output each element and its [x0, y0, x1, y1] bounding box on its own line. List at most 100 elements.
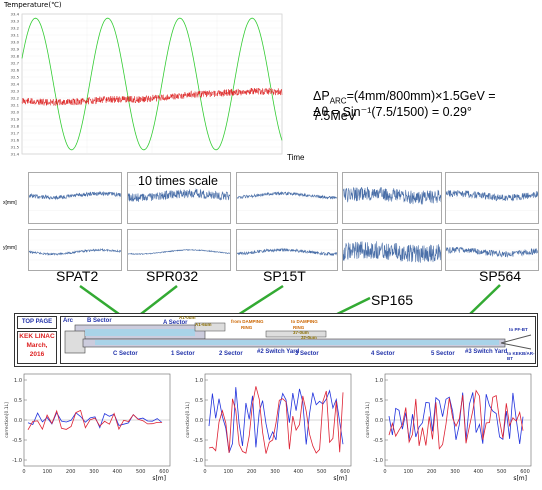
correction-y-tick: -1.0: [373, 458, 383, 464]
map-switch-yard-2: #2 Switch Yard: [257, 349, 300, 355]
correction-y-label: correction[0.1L]: [185, 402, 191, 438]
y-axis-row-label: y[mm]: [3, 245, 17, 251]
correction-chart-1: 1.0 0.5 0.0 -0.5 -1.0 0 100 200 300 400 500 600 s[m]…: [2, 370, 180, 482]
correction-y-label: correction[0.1L]: [4, 402, 10, 438]
correction-y-tick: -1.0: [193, 458, 203, 464]
orbit-trace: [446, 189, 538, 202]
map-from-damping: from DAMPING: [231, 319, 264, 324]
correction-y-tick: -0.5: [373, 438, 383, 444]
linac-map: TOP PAGE KEK LINAC March, 2016 Arc B Sec…: [14, 313, 538, 367]
orbit-panel-svg: [343, 185, 441, 211]
angle-formula: Δθ = Sin⁻¹(7.5/1500) = 0.29°: [313, 105, 472, 119]
map-1-sector: 1 Sector: [171, 351, 195, 357]
correction-chart-svg: 1.0 0.5 0.0 -0.5 -1.00 100 200 300 400 500 600s[m]…: [365, 373, 532, 482]
orbit-panel-svg: [237, 239, 337, 261]
temp-y-tick: 32.7: [11, 61, 20, 66]
correction-x-tick: 200: [427, 469, 437, 475]
top-page-link[interactable]: TOP PAGE: [17, 316, 57, 329]
temp-y-tick: 31.9: [11, 117, 20, 122]
map-a1-6: A1-6um: [195, 322, 212, 327]
temperature-chart-svg: 33.4 33.3 33.2 33.1 33.0 32.9 32.8 32.7 32.6 32.5…: [11, 12, 283, 157]
correction-x-tick: 100: [404, 469, 414, 475]
correction-x-label: s[m]: [152, 475, 166, 482]
orbit-panel-x-1: [28, 172, 122, 224]
correction-x-tick: 100: [224, 469, 234, 475]
map-c-sector: C Sector: [113, 351, 138, 357]
scale-note: 10 times scale: [136, 174, 220, 188]
orbit-trace: [128, 188, 230, 202]
correction-x-tick: 600: [520, 469, 530, 475]
map-ring1: RING: [241, 325, 253, 330]
orbit-trace: [343, 241, 441, 263]
org-line3: 2016: [29, 351, 45, 358]
orbit-trace: [29, 247, 121, 256]
temp-y-tick: 33.3: [11, 19, 20, 24]
temperature-axis-label: Temperature(℃): [4, 1, 62, 9]
orbit-panel-x-5: [445, 172, 539, 224]
orbit-panel-svg: [29, 185, 121, 211]
correction-x-tick: 400: [113, 469, 123, 475]
orbit-panel-x-4: [342, 172, 442, 224]
correction-chart-2: 1.0 0.5 0.0 -0.5 -1.0 0 100 200 300 400 500 600 s[m]…: [183, 370, 361, 482]
temp-y-tick: 32.2: [11, 96, 20, 101]
temp-y-tick: 32.1: [11, 103, 20, 108]
orbit-trace: [343, 186, 441, 205]
map-to-damping: to DAMPING: [291, 319, 318, 324]
temperature-chart: 33.4 33.3 33.2 33.1 33.0 32.9 32.8 32.7 32.6 32.5…: [0, 8, 295, 158]
linac-layout-svg: [64, 322, 532, 354]
map-ring2: RING: [293, 325, 305, 330]
temp-y-tick: 31.5: [11, 145, 20, 150]
correction-chart-3: 1.0 0.5 0.0 -0.5 -1.0 0 100 200 300 400 500 600 s[m]…: [363, 370, 541, 482]
correction-x-tick: 400: [294, 469, 304, 475]
monitor-label-sp165: SP165: [371, 292, 414, 308]
correction-y-tick: 1.0: [14, 378, 22, 384]
temp-y-tick: 32.6: [11, 68, 20, 73]
formula-dp: ΔP: [313, 89, 330, 103]
correction-y-tick: 0.0: [14, 418, 22, 424]
temp-y-tick: 31.8: [11, 124, 20, 129]
temp-y-tick: 31.7: [11, 131, 20, 136]
correction-series-blue: [208, 387, 344, 453]
orbit-panel-svg: [237, 185, 337, 211]
momentum-formula: ΔPARC=(4mm/800mm)×1.5GeV = 7.5MeV: [313, 89, 542, 124]
correction-x-tick: 300: [89, 469, 99, 475]
correction-y-tick: -0.5: [193, 438, 203, 444]
correction-y-tick: 0.5: [195, 398, 203, 404]
correction-x-tick: 500: [317, 469, 327, 475]
map-arc: Arc: [63, 318, 74, 324]
orbit-trace: [237, 190, 337, 200]
org-line1: KEK LINAC: [19, 333, 55, 340]
monitor-label-spr032: SPR032: [146, 268, 199, 284]
formula-line1-rest: =(4mm/800mm)×1.5GeV = 7.5MeV: [313, 89, 496, 123]
orbit-panel-svg: [343, 239, 441, 263]
correction-y-tick: -1.0: [12, 458, 22, 464]
orbit-trace: [128, 248, 230, 255]
correction-x-tick: 100: [43, 469, 53, 475]
temp-y-tick: 33.2: [11, 26, 20, 31]
correction-series-red: [27, 409, 162, 431]
formula-arc-sub: ARC: [329, 96, 347, 106]
correction-x-tick: 0: [22, 469, 25, 475]
temp-y-tick: 32.5: [11, 75, 20, 80]
correction-x-tick: 0: [383, 469, 386, 475]
temp-y-tick: 31.6: [11, 138, 20, 143]
map-32: 32-0um: [301, 335, 317, 340]
correction-y-label: correction[0.1L]: [365, 402, 371, 438]
orbit-panel-svg: [128, 239, 230, 261]
correction-y-tick: 0.5: [375, 398, 383, 404]
org-label: KEK LINAC March, 2016: [17, 331, 57, 364]
orbit-panel-y-5: [445, 229, 539, 271]
correction-y-tick: -0.5: [12, 438, 22, 444]
map-a1-0: A1-0um: [179, 315, 196, 320]
map-to-pf: to PF-BT: [509, 327, 528, 332]
map-3-sector: 3 Sector: [295, 351, 319, 357]
correction-y-tick: 1.0: [375, 378, 383, 384]
temp-y-tick: 32.0: [11, 110, 20, 115]
correction-x-tick: 300: [270, 469, 280, 475]
monitor-label-spat2: SPAT2: [56, 268, 99, 284]
correction-y-tick: 1.0: [195, 378, 203, 384]
orbit-panel-y-3: [236, 229, 338, 271]
correction-x-label: s[m]: [333, 475, 347, 482]
orbit-panel-y-2: [127, 229, 231, 271]
correction-x-tick: 200: [247, 469, 257, 475]
